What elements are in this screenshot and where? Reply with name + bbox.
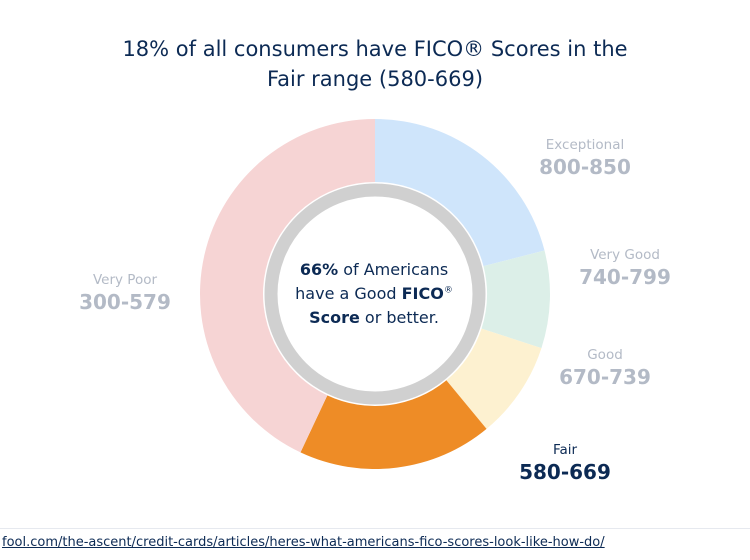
center-note-text-3: or better. (359, 308, 439, 327)
donut-slices (200, 119, 550, 469)
donut-slice-very-good (481, 250, 550, 349)
label-good-name: Good (587, 347, 623, 363)
center-note-text-2: have a Good (295, 284, 402, 303)
label-fair-name: Fair (552, 442, 578, 458)
label-very-poor-name: Very Poor (92, 272, 158, 288)
center-note: 66% of Americans have a Good FICO® Score… (276, 258, 472, 330)
label-good: Good 670-739 (530, 346, 680, 390)
center-note-percent: 66% (299, 260, 339, 279)
label-exceptional: Exceptional 800-850 (510, 136, 660, 180)
label-very-poor: Very Poor 300-579 (50, 271, 200, 315)
label-good-range: 670-739 (559, 365, 651, 389)
donut-slice-very-poor (200, 119, 375, 453)
center-ring (264, 183, 486, 405)
donut-slice-exceptional (375, 119, 545, 267)
center-note-fico: FICO (401, 284, 444, 303)
label-very-poor-range: 300-579 (79, 290, 171, 314)
donut-slice-good (446, 328, 542, 429)
donut-chart (200, 119, 550, 469)
chart-title: 18% of all consumers have FICO® Scores i… (0, 34, 750, 94)
label-fair: Fair 580-669 (490, 441, 640, 485)
center-note-registered-mark: ® (443, 285, 453, 296)
label-very-good-range: 740-799 (579, 265, 671, 289)
label-very-good-name: Very Good (590, 247, 660, 263)
source-link[interactable]: fool.com/the-ascent/credit-cards/article… (2, 535, 605, 550)
donut-slice-fair (300, 380, 487, 469)
chart-title-line-2: Fair range (580-669) (266, 67, 484, 91)
label-very-good: Very Good 740-799 (550, 246, 700, 290)
chart-title-line-1: 18% of all consumers have FICO® Scores i… (122, 37, 628, 61)
label-exceptional-name: Exceptional (545, 137, 625, 153)
chart-card: 18% of all consumers have FICO® Scores i… (0, 34, 750, 529)
label-exceptional-range: 800-850 (539, 155, 631, 179)
center-note-score: Score (309, 308, 360, 327)
label-fair-range: 580-669 (519, 460, 611, 484)
center-note-text-1: of Americans (338, 260, 449, 279)
